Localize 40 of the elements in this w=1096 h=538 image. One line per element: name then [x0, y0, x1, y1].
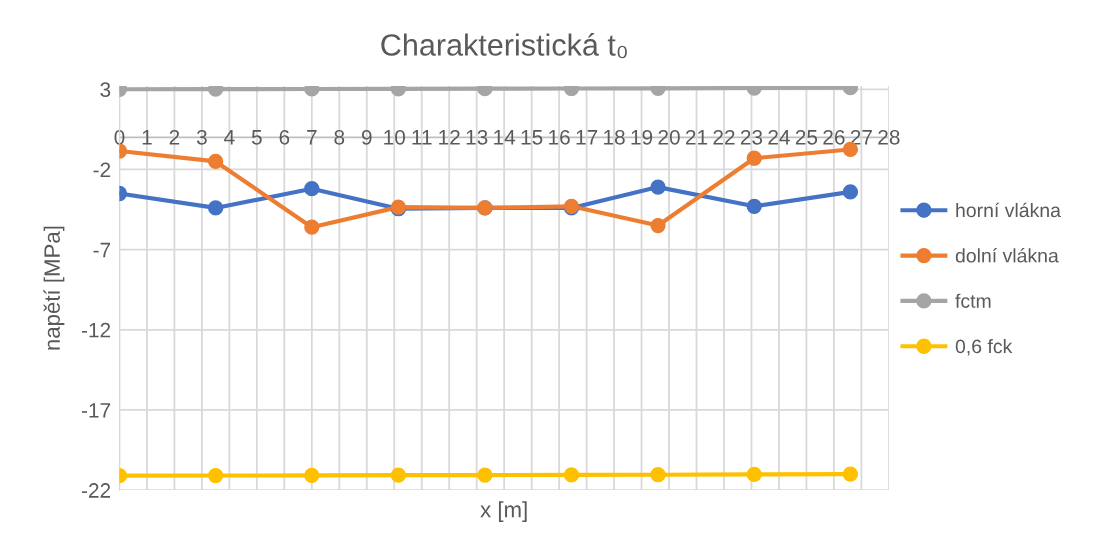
x-axis-title: x [m] [480, 501, 527, 522]
x-tick-label: 4 [224, 130, 235, 145]
x-tick-label: 1 [142, 130, 152, 145]
x-tick-label: 7 [307, 130, 317, 145]
x-tick-label: 14 [494, 130, 516, 145]
x-tick-label: 22 [713, 129, 735, 145]
chart-title: Charakteristická t₀ [381, 33, 627, 59]
y-tick-label: 3 [100, 82, 111, 98]
x-tick-label: 8 [334, 129, 345, 145]
x-tick-label: 24 [768, 129, 790, 145]
x-tick-label: 12 [439, 129, 460, 145]
x-tick-label: 10 [384, 129, 406, 145]
x-tick-label: 19 [631, 129, 653, 145]
x-tick-label: 3 [196, 129, 207, 145]
x-tick-label: 26 [823, 129, 845, 145]
x-tick-label: 17 [576, 130, 598, 145]
x-tick-label: 21 [685, 129, 708, 145]
y-tick-label: -12 [81, 322, 111, 338]
y-tick-label: -17 [81, 403, 111, 418]
y-axis-title: napětí [MPa] [43, 226, 65, 350]
x-tick-label: 6 [279, 129, 290, 145]
x-tick-label: 25 [795, 129, 818, 145]
x-tick-label: 11 [412, 130, 432, 145]
x-tick-label: 28 [878, 129, 900, 145]
x-tick-label: 2 [169, 129, 180, 145]
y-tick-label: -7 [93, 242, 111, 258]
x-tick-label: 5 [251, 130, 262, 145]
legend-label: dolní vlákna [955, 248, 1059, 263]
x-tick-label: 18 [604, 129, 625, 145]
legend-label: 0,6 fck [955, 338, 1013, 356]
x-tick-label: 20 [658, 129, 680, 145]
y-tick-label: -22 [81, 483, 111, 498]
legend-label: horní vlákna [956, 202, 1061, 218]
x-tick-label: 15 [521, 130, 543, 145]
x-tick-label: 16 [549, 129, 570, 145]
y-tick-label: -2 [93, 162, 111, 177]
legend-label: fctm [955, 293, 991, 308]
x-tick-label: 13 [466, 129, 488, 145]
x-tick-label: 9 [361, 129, 372, 145]
x-tick-label: 23 [740, 129, 763, 145]
